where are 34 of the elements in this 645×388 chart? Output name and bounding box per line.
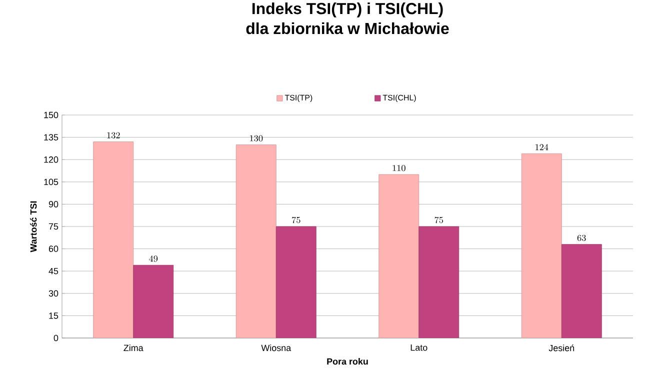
y-tick-label: 15	[49, 312, 58, 319]
y-tick-label: 105	[44, 178, 58, 186]
bar	[561, 244, 602, 338]
bar	[133, 264, 174, 338]
y-tick-label: 150	[44, 112, 58, 118]
y-tick-label: 0	[54, 334, 58, 342]
bar	[276, 226, 316, 338]
y-tick-label: 60	[48, 246, 58, 252]
y-tick-label: 45	[48, 268, 58, 274]
data-label: 132	[107, 132, 120, 138]
bar	[418, 226, 460, 338]
chart-title: Indeks TSI(TP) i TSI(CHL) dla zbiornika w Michałowie	[246, 2, 449, 34]
x-tick-label: Wiosna	[261, 344, 292, 352]
y-tick-label: 30	[48, 290, 58, 297]
bar	[378, 174, 420, 338]
x-tick-label: Lato	[410, 344, 428, 351]
bar	[521, 153, 562, 338]
data-label: 49	[149, 256, 158, 262]
data-label: 63	[577, 234, 586, 242]
x-tick-label: Jesień	[548, 344, 574, 352]
y-tick-label: 90	[48, 201, 58, 208]
data-label: 124	[536, 144, 548, 150]
x-tick-label: Zima	[124, 344, 144, 352]
y-tick-label: 135	[44, 134, 58, 140]
x-axis-title: Pora roku	[327, 358, 368, 365]
bar	[236, 144, 276, 338]
data-label: 110	[392, 164, 406, 172]
data-label: 75	[292, 216, 300, 224]
y-tick-label: 120	[44, 156, 58, 163]
bar	[93, 142, 134, 338]
y-tick-label: 75	[48, 223, 58, 230]
data-label: 130	[250, 135, 263, 142]
data-label: 75	[434, 216, 444, 224]
y-axis-title: Wartość TSI	[30, 201, 37, 252]
